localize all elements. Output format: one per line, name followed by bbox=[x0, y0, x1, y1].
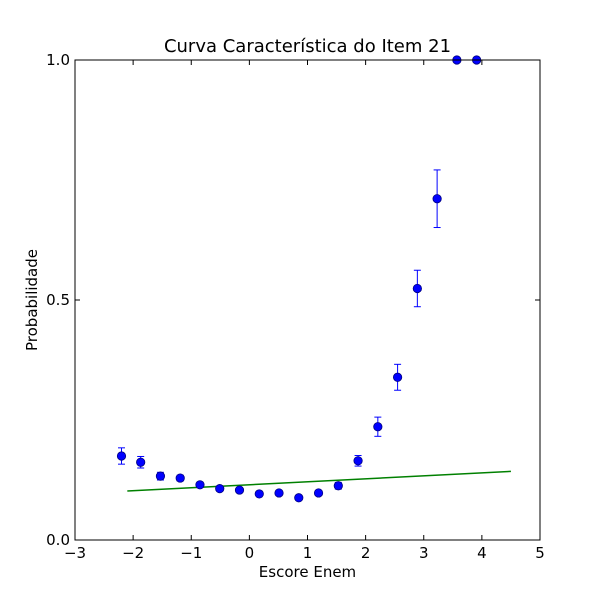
data-point bbox=[313, 488, 324, 498]
data-point bbox=[274, 488, 284, 498]
x-tick-label: −2 bbox=[122, 544, 144, 562]
data-point bbox=[136, 457, 146, 467]
data-point bbox=[432, 194, 442, 204]
x-tick-label: −1 bbox=[180, 544, 202, 562]
data-point bbox=[392, 372, 403, 382]
data-point bbox=[234, 485, 245, 495]
data-point bbox=[254, 489, 264, 499]
x-tick-label: 1 bbox=[303, 544, 313, 562]
data-point bbox=[195, 480, 205, 490]
data-point bbox=[294, 493, 304, 503]
x-tick-label: 4 bbox=[477, 544, 487, 562]
chart-title: Curva Característica do Item 21 bbox=[164, 36, 451, 57]
x-tick-label: 0 bbox=[245, 544, 255, 562]
x-tick-label: 5 bbox=[535, 544, 545, 562]
y-tick-label: 0.0 bbox=[46, 531, 70, 549]
data-point bbox=[353, 456, 363, 466]
data-point bbox=[412, 283, 422, 294]
data-layer bbox=[116, 55, 511, 503]
tick-layer: −3 −2 −1 0 1 2 3 4 5 0.0 0.5 1.0 bbox=[46, 51, 545, 562]
data-point bbox=[155, 471, 166, 481]
data-point bbox=[215, 484, 225, 494]
data-point bbox=[373, 422, 383, 432]
data-point bbox=[175, 473, 185, 483]
data-point bbox=[333, 481, 343, 491]
y-axis-label: Probabilidade bbox=[23, 249, 41, 351]
x-tick-label: −3 bbox=[64, 544, 86, 562]
data-point bbox=[116, 451, 127, 461]
x-tick-label: 3 bbox=[419, 544, 429, 562]
y-tick-label: 0.5 bbox=[46, 291, 70, 309]
plot-area bbox=[75, 60, 540, 540]
y-tick-label: 1.0 bbox=[46, 51, 70, 69]
x-tick-label: 2 bbox=[361, 544, 371, 562]
x-axis-label: Escore Enem bbox=[259, 563, 356, 581]
fit-line bbox=[127, 470, 511, 492]
